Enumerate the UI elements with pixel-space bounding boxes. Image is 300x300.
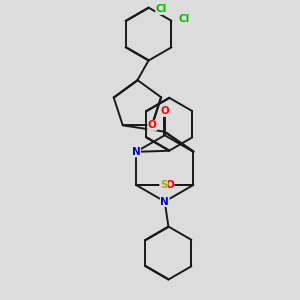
Text: N: N (160, 196, 169, 206)
Text: N: N (132, 147, 140, 157)
Text: O: O (160, 106, 169, 116)
Text: S: S (160, 180, 167, 190)
Text: Cl: Cl (156, 4, 167, 14)
Text: O: O (148, 120, 157, 130)
Text: O: O (165, 180, 174, 190)
Text: Cl: Cl (179, 14, 190, 24)
